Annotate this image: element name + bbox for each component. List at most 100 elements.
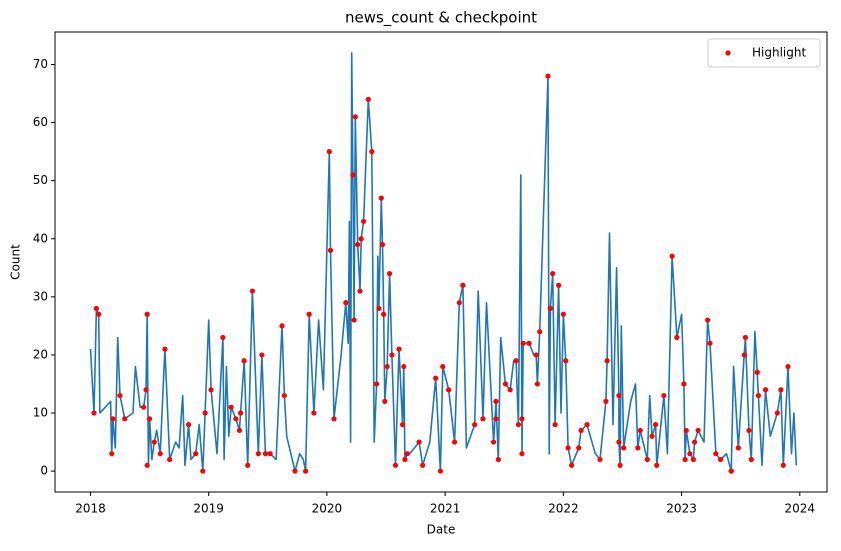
highlight-point — [704, 317, 711, 323]
highlight-point — [378, 195, 384, 201]
highlight-point — [369, 149, 375, 155]
highlight-point — [262, 451, 269, 457]
highlight-point — [228, 404, 234, 410]
highlight-point — [311, 410, 317, 416]
highlight-point — [440, 363, 446, 370]
highlight-point — [649, 433, 655, 439]
highlight-point — [616, 392, 622, 399]
highlight-point — [358, 236, 364, 242]
highlight-point — [578, 427, 584, 434]
highlight-point — [279, 323, 285, 329]
highlight-point — [200, 468, 206, 474]
highlight-point — [241, 358, 247, 364]
highlight-point — [396, 346, 402, 352]
highlight-point — [249, 288, 256, 294]
highlight-point — [379, 241, 386, 248]
y-tick-label: 20 — [33, 347, 48, 361]
highlight-point — [495, 456, 501, 463]
highlight-point — [238, 410, 244, 416]
highlight-point — [683, 427, 689, 434]
highlight-point — [365, 96, 371, 102]
highlight-point — [437, 468, 444, 474]
highlight-point — [644, 456, 650, 463]
highlight-point — [563, 358, 569, 364]
x-tick-label: 2024 — [785, 502, 816, 516]
y-axis-label: Count — [9, 244, 23, 280]
highlight-point — [748, 456, 754, 463]
x-tick-label: 2019 — [193, 502, 224, 516]
highlight-point — [603, 398, 609, 404]
highlight-point — [717, 456, 724, 463]
highlight-point — [233, 416, 239, 422]
highlight-point — [533, 352, 539, 358]
highlight-point — [350, 172, 356, 178]
highlight-point — [661, 392, 667, 399]
highlight-point — [399, 422, 406, 428]
highlight-point — [110, 416, 116, 422]
highlight-point — [355, 241, 361, 248]
highlight-point — [255, 451, 261, 457]
highlight-point — [707, 340, 713, 346]
highlight-point — [402, 456, 408, 463]
highlight-point — [167, 456, 173, 463]
highlight-point — [326, 149, 332, 155]
highlight-point — [515, 422, 522, 428]
highlight-point — [674, 334, 680, 341]
highlight-point — [151, 439, 157, 445]
highlight-point — [460, 282, 466, 288]
x-tick-label: 2021 — [430, 502, 461, 516]
highlight-point — [695, 427, 701, 434]
highlight-point — [208, 387, 214, 393]
highlight-point — [774, 410, 780, 416]
highlight-point — [143, 387, 149, 393]
highlight-point — [754, 369, 760, 375]
highlight-point — [690, 456, 697, 463]
highlight-point — [303, 468, 309, 474]
highlight-point — [545, 73, 551, 79]
legend-marker — [725, 50, 731, 56]
highlight-point — [202, 410, 208, 416]
highlight-point — [584, 422, 590, 428]
highlight-point — [569, 462, 575, 468]
highlight-point — [547, 305, 553, 312]
highlight-point — [384, 363, 390, 370]
highlight-point — [91, 410, 97, 416]
highlight-point — [146, 416, 153, 422]
highlight-point — [360, 218, 367, 224]
highlight-point — [352, 114, 358, 120]
highlight-point — [236, 427, 243, 434]
highlight-point — [785, 363, 791, 370]
highlight-point — [281, 392, 287, 399]
x-tick-label: 2020 — [312, 502, 343, 516]
highlight-point — [451, 439, 458, 445]
highlight-point — [351, 317, 357, 323]
highlight-point — [401, 363, 407, 370]
highlight-point — [746, 427, 752, 434]
legend-box — [707, 38, 821, 68]
highlight-point — [597, 456, 603, 463]
highlight-point — [327, 247, 334, 253]
highlight-point — [259, 352, 265, 358]
highlight-point — [122, 416, 128, 422]
legend-label: Highlight — [752, 46, 806, 60]
highlight-point — [652, 422, 659, 428]
highlight-point — [728, 468, 734, 474]
highlight-point — [144, 462, 150, 468]
highlight-point — [472, 422, 478, 428]
highlight-point — [520, 340, 526, 346]
y-tick-label: 10 — [33, 406, 48, 420]
highlight-point — [669, 253, 675, 259]
highlight-point — [386, 271, 393, 277]
highlight-point — [343, 300, 349, 306]
highlight-point — [491, 439, 497, 445]
highlight-point — [713, 451, 719, 457]
highlight-point — [519, 451, 525, 457]
plot-frame — [54, 31, 828, 493]
highlight-point — [416, 439, 422, 445]
highlight-point — [534, 381, 540, 387]
x-tick-label: 2023 — [666, 502, 697, 516]
x-axis-label: Date — [427, 523, 456, 537]
highlight-point — [493, 398, 499, 404]
highlight-point — [741, 352, 747, 358]
